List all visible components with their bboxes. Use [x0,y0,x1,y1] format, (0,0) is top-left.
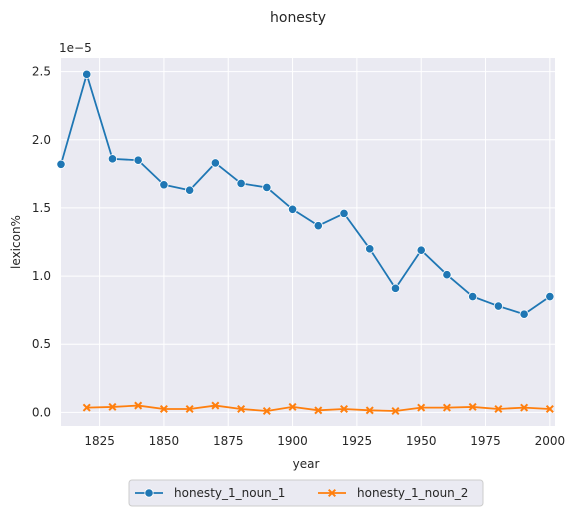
x-tick-label: 1975 [470,434,501,448]
legend-item-2: honesty_1_noun_2 [318,486,468,500]
x-tick-label: 1950 [406,434,437,448]
data-point [82,403,91,412]
data-point [365,406,374,415]
data-point [468,291,478,302]
legend-marker [327,488,337,498]
x-tick-label: 1900 [277,434,308,448]
data-point [185,404,194,413]
data-point [210,158,220,168]
data-point [262,406,271,416]
series-2 [82,401,554,416]
x-tick-label: 1925 [342,434,373,448]
x-tick-label: 2000 [535,434,566,448]
data-point [314,406,323,415]
data-point [545,404,554,413]
y-tick-label: 2.5 [32,65,51,79]
y-tick-label: 0.5 [32,337,51,351]
data-point [287,204,298,214]
data-point [133,155,143,165]
legend-marker [144,488,154,498]
series-1 [56,69,555,319]
data-point [339,208,349,218]
y-tick-label: 2.0 [32,133,51,147]
y-scale-factor: 1e−5 [59,41,92,55]
data-point [416,245,426,255]
data-point [185,185,195,195]
y-tick-label: 1.5 [32,201,51,215]
data-point [82,69,92,79]
data-point [390,283,401,293]
data-point [340,404,349,413]
data-point [494,404,503,413]
data-point [468,402,477,411]
data-point [520,403,529,412]
data-point [493,301,503,311]
data-point [262,182,272,193]
series-line [60,73,551,316]
x-tick-label: 1850 [149,434,180,448]
data-point [211,401,220,410]
data-point [519,309,529,319]
x-tick-label: 1875 [213,434,244,448]
data-point [159,180,169,190]
legend-box [128,479,484,507]
data-point [545,291,555,302]
y-axis-label: lexicon% [9,215,23,269]
tick-labels: 1825 1850 1875 1900 1925 1950 1975 2000 0.0 0.5 1.… [32,65,565,448]
x-axis-label: year [293,457,320,471]
data-point [108,402,117,411]
data-point [236,178,246,188]
series-layer [56,69,555,416]
legend: honesty_1_noun_1 honesty_1_noun_2 [128,479,484,507]
y-tick-label: 1.0 [32,269,51,283]
legend-label: honesty_1_noun_2 [357,486,468,500]
data-point [288,402,297,411]
plot-area [61,58,555,426]
data-point [56,159,66,169]
data-point [107,154,118,164]
data-point [417,403,426,412]
data-point [391,406,400,416]
data-point [159,404,168,413]
data-point [134,401,143,410]
legend-label: honesty_1_noun_1 [174,486,285,500]
data-point [442,270,452,280]
chart-title: honesty [270,10,326,26]
data-point [442,403,451,412]
data-point [313,221,323,231]
grid [61,58,555,426]
x-tick-label: 1825 [84,434,115,448]
y-tick-label: 0.0 [32,405,51,419]
legend-item-1: honesty_1_noun_1 [135,486,285,500]
data-point [237,404,246,413]
data-point [365,244,375,254]
